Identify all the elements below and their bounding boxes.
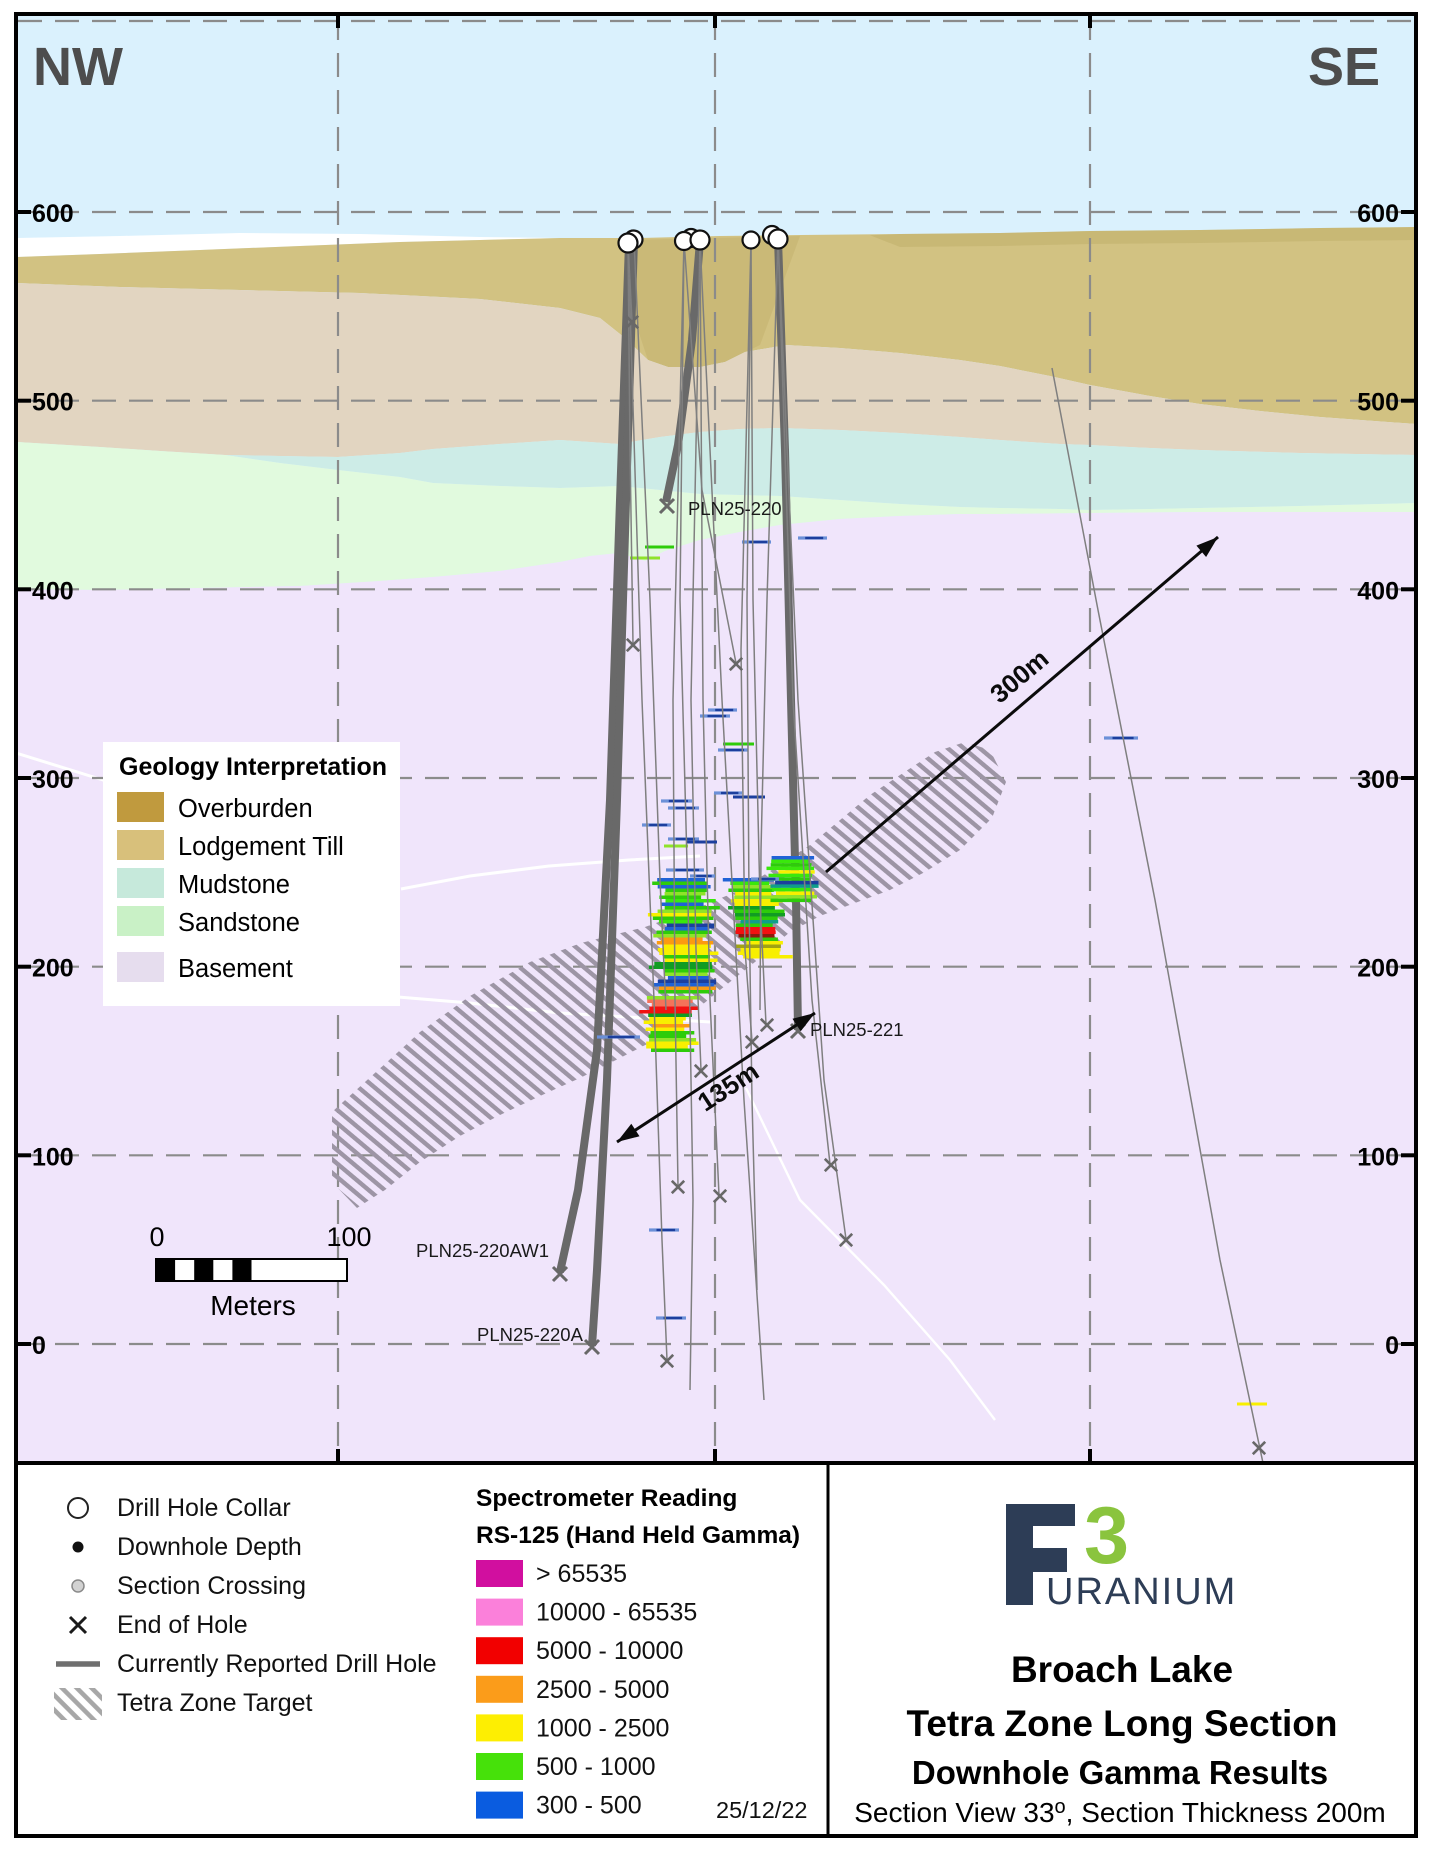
svg-text:300 - 500: 300 - 500 (536, 1792, 642, 1820)
svg-text:0: 0 (1385, 1332, 1399, 1360)
svg-text:3: 3 (1084, 1491, 1129, 1581)
svg-text:Drill Hole Collar: Drill Hole Collar (117, 1494, 291, 1522)
svg-text:PLN25-221: PLN25-221 (810, 1019, 904, 1040)
svg-text:200: 200 (1357, 955, 1399, 983)
svg-text:300: 300 (1357, 766, 1399, 794)
svg-text:10000 - 65535: 10000 - 65535 (536, 1599, 697, 1627)
svg-text:600: 600 (32, 200, 74, 228)
svg-text:200: 200 (32, 955, 74, 983)
svg-text:300: 300 (32, 766, 74, 794)
svg-text:0: 0 (32, 1332, 46, 1360)
svg-text:Mudstone: Mudstone (178, 871, 290, 899)
svg-text:Geology Interpretation: Geology Interpretation (119, 753, 387, 781)
svg-text:500 - 1000: 500 - 1000 (536, 1753, 656, 1781)
svg-text:400: 400 (32, 577, 74, 605)
svg-text:PLN25-220AW1: PLN25-220AW1 (416, 1240, 549, 1261)
svg-text:Tetra Zone Target: Tetra Zone Target (117, 1689, 313, 1717)
svg-text:Tetra Zone Long Section: Tetra Zone Long Section (907, 1703, 1338, 1744)
svg-text:5000 - 10000: 5000 - 10000 (536, 1637, 683, 1665)
svg-text:600: 600 (1357, 200, 1399, 228)
svg-text:Meters: Meters (210, 1290, 296, 1321)
svg-text:RS-125 (Hand Held Gamma): RS-125 (Hand Held Gamma) (476, 1522, 800, 1549)
svg-text:Sandstone: Sandstone (178, 909, 300, 937)
svg-text:PLN25-220: PLN25-220 (688, 498, 782, 519)
svg-text:400: 400 (1357, 577, 1399, 605)
svg-text:2500 - 5000: 2500 - 5000 (536, 1676, 669, 1704)
svg-text:Basement: Basement (178, 955, 293, 983)
svg-text:100: 100 (32, 1143, 74, 1171)
svg-text:NW: NW (33, 37, 123, 97)
svg-text:500: 500 (32, 389, 74, 417)
svg-text:100: 100 (1357, 1143, 1399, 1171)
svg-text:> 65535: > 65535 (536, 1560, 627, 1588)
svg-text:Overburden: Overburden (178, 795, 313, 823)
svg-text:1000 - 2500: 1000 - 2500 (536, 1714, 669, 1742)
svg-text:Downhole Gamma Results: Downhole Gamma Results (912, 1754, 1328, 1791)
svg-text:SE: SE (1308, 37, 1380, 97)
svg-text:25/12/22: 25/12/22 (716, 1797, 807, 1823)
svg-text:0: 0 (149, 1222, 164, 1252)
svg-text:PLN25-220A: PLN25-220A (477, 1324, 584, 1345)
svg-text:Downhole Depth: Downhole Depth (117, 1533, 302, 1561)
svg-text:Broach Lake: Broach Lake (1011, 1649, 1233, 1690)
svg-text:100: 100 (326, 1222, 371, 1252)
svg-text:500: 500 (1357, 389, 1399, 417)
svg-text:Lodgement Till: Lodgement Till (178, 833, 344, 861)
svg-text:End of Hole: End of Hole (117, 1611, 248, 1639)
svg-text:Section View 33o, Section Thic: Section View 33o, Section Thickness 200m (854, 1796, 1386, 1828)
svg-text:URANIUM: URANIUM (1046, 1571, 1237, 1613)
svg-text:Currently Reported Drill Hole: Currently Reported Drill Hole (117, 1650, 437, 1678)
svg-text:Section Crossing: Section Crossing (117, 1572, 306, 1600)
svg-text:Spectrometer Reading: Spectrometer Reading (476, 1485, 737, 1512)
